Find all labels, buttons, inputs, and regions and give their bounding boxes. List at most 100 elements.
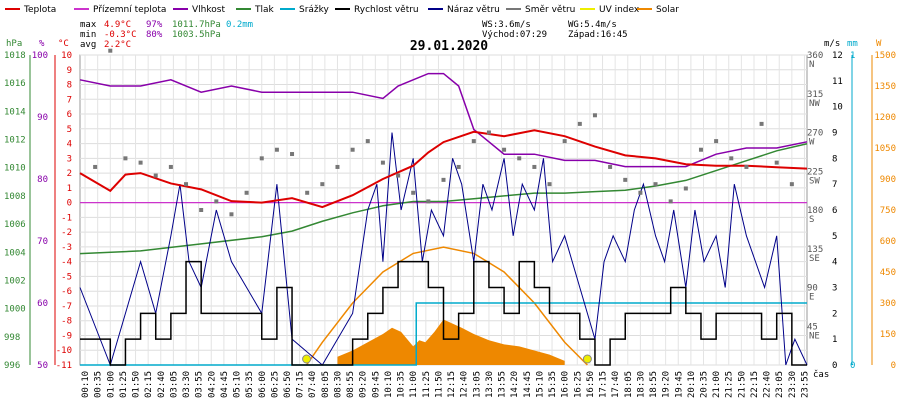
- humidity-line: [79, 72, 808, 168]
- tick-label-direction-letter: W: [809, 138, 815, 148]
- tick-label-celsius: 4: [67, 140, 72, 150]
- tick-label-celsius: -5: [61, 272, 72, 282]
- wind-direction-point: [305, 190, 310, 195]
- solar-theoretical-line: [305, 246, 588, 366]
- stat-avg-temp: 2.2°C: [104, 40, 131, 50]
- wind-direction-point: [744, 164, 749, 169]
- stat-avg-label: avg: [80, 40, 96, 50]
- stat-wg: WG:5.4m/s: [568, 20, 617, 30]
- wind-direction-point: [290, 152, 295, 157]
- x-tick-label: 16:50: [586, 371, 596, 398]
- wind-direction-point: [668, 199, 673, 204]
- wind-direction-point: [638, 190, 643, 195]
- stats-block: max 4.9°C 97% 1011.7hPa 0.2mm min -0.3°C…: [80, 20, 628, 50]
- stat-max-label: max: [80, 20, 97, 30]
- legend-label: Směr větru: [525, 5, 575, 15]
- wind-direction-point: [547, 182, 552, 187]
- wind-direction-point: [714, 139, 719, 144]
- x-tick-label: 18:30: [636, 371, 646, 398]
- tick-label-hpa: 1008: [4, 192, 26, 202]
- tick-label-celsius: -2: [61, 228, 72, 238]
- wind-direction-point: [365, 139, 370, 144]
- wind-direction-point: [592, 113, 597, 118]
- wind-direction-point: [759, 121, 764, 126]
- stat-sunrise: Východ:07:29: [482, 30, 547, 40]
- uv-index-point: [302, 354, 312, 364]
- legend-swatch: [280, 8, 295, 10]
- stat-max-press: 1011.7hPa: [172, 20, 221, 30]
- tick-label-direction: 270: [807, 129, 823, 139]
- wind-direction-point: [335, 164, 340, 169]
- x-tick-label: 08:55: [346, 371, 356, 398]
- x-tick-label: 06:00: [258, 371, 268, 398]
- axis-unit-percent: %: [39, 39, 45, 49]
- wind-direction-point: [426, 199, 431, 204]
- axis-unit-hpa: hPa: [6, 39, 22, 49]
- x-axis-label: čas: [813, 369, 829, 380]
- tick-label-direction: 360: [807, 51, 823, 61]
- tick-label-hpa: 1004: [4, 248, 26, 258]
- tick-label-celsius: 0: [67, 199, 72, 209]
- wind-gust-line: [79, 132, 808, 367]
- legend-swatch: [506, 8, 521, 10]
- wind-direction-point: [502, 147, 507, 152]
- tick-label-ms: 10: [832, 103, 843, 113]
- x-tick-label: 01:25: [119, 371, 129, 398]
- wind-direction-point: [380, 160, 385, 165]
- wind-direction-point: [259, 156, 264, 161]
- x-tick-label: 13:55: [498, 371, 508, 398]
- axis-unit-celsius: °C: [58, 39, 69, 49]
- x-tick-label: 08:05: [321, 371, 331, 398]
- x-tick-label: 06:25: [270, 371, 280, 398]
- tick-label-watt: 450: [880, 268, 896, 278]
- tick-label-ms: 4: [832, 258, 837, 268]
- legend-label: Srážky: [299, 5, 330, 15]
- x-tick-label: 11:00: [409, 371, 419, 398]
- tick-label-celsius: -8: [61, 317, 72, 327]
- tick-label-percent: 90: [37, 113, 48, 123]
- tick-label-ms: 11: [832, 77, 843, 87]
- tick-label-watt: 150: [880, 330, 896, 340]
- x-tick-label: 11:25: [422, 371, 432, 398]
- tick-label-direction: 45: [807, 322, 818, 332]
- x-tick-label: 08:30: [333, 371, 343, 398]
- legend-swatch: [173, 8, 188, 10]
- tick-label-direction-letter: SW: [809, 176, 820, 186]
- tick-label-hpa: 1000: [4, 305, 26, 315]
- x-tick-label: 21:50: [737, 371, 747, 398]
- tick-label-hpa: 1018: [4, 51, 26, 61]
- x-tick-label: 21:25: [725, 371, 735, 398]
- legend-label: Vlhkost: [192, 5, 225, 15]
- x-tick-label: 23:05: [775, 371, 785, 398]
- tick-label-direction-letter: S: [809, 215, 814, 225]
- wind-direction-point: [441, 177, 446, 182]
- x-tick-label: 23:30: [788, 371, 798, 398]
- tick-label-watt: 1050: [874, 144, 896, 154]
- stat-min-hum: 80%: [146, 30, 163, 40]
- wind-direction-point: [729, 156, 734, 161]
- x-tick-label: 22:15: [750, 371, 760, 398]
- x-tick-label: 15:10: [535, 371, 545, 398]
- wind-direction-point: [456, 164, 461, 169]
- tick-label-ms: 8: [832, 154, 837, 164]
- wind-direction-point: [396, 173, 401, 178]
- tick-label-percent: 80: [37, 175, 48, 185]
- legend-label: Solar: [656, 5, 679, 15]
- tick-label-celsius: 10: [61, 51, 72, 61]
- tick-label-watt: 1200: [874, 113, 896, 123]
- tick-label-ms: 1: [832, 335, 837, 345]
- wind-direction-point: [486, 130, 491, 135]
- tick-label-watt: 750: [880, 206, 896, 216]
- x-tick-label: 05:10: [233, 371, 243, 398]
- stat-min-label: min: [80, 30, 96, 40]
- x-tick-label: 07:15: [296, 371, 306, 398]
- wind-direction-point: [471, 139, 476, 144]
- x-tick-label: 03:55: [195, 371, 205, 398]
- wind-direction-point: [608, 164, 613, 169]
- tick-label-celsius: 6: [67, 110, 72, 120]
- legend-swatch: [637, 8, 652, 10]
- x-tick-label: 04:45: [220, 371, 230, 398]
- legend-label: UV index: [599, 5, 640, 15]
- tick-label-percent: 50: [37, 361, 48, 371]
